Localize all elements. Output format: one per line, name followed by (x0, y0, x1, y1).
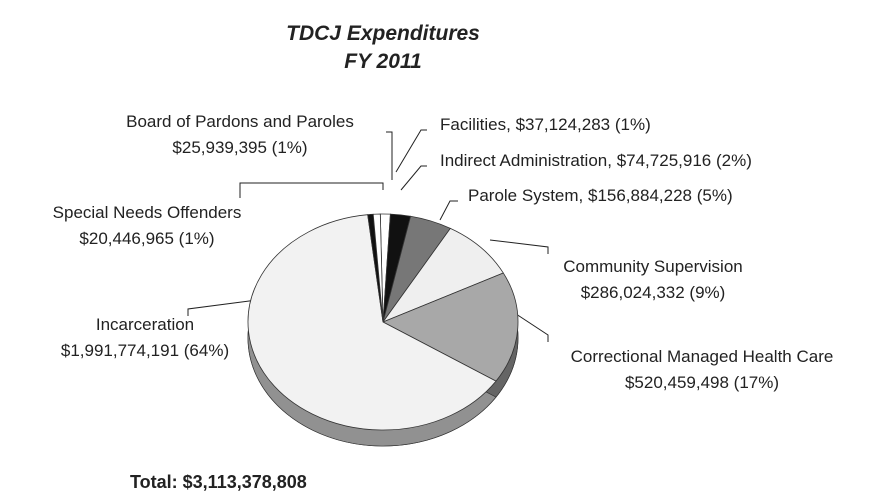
pie-slice (372, 213, 384, 323)
leader-line (400, 165, 427, 191)
pie-slice (382, 272, 519, 382)
pie-slice (381, 227, 504, 323)
value-label: , $156,884,228 (5%) (579, 186, 733, 205)
value-label: , $74,725,916 (2%) (607, 151, 752, 170)
leader-line (395, 129, 427, 173)
value-label: $25,939,395 (1%) (172, 138, 307, 157)
leader-lines (187, 129, 549, 342)
slice-label: Parole System (468, 186, 579, 205)
value-label: $520,459,498 (17%) (625, 373, 779, 392)
slice-label: Facilities (440, 115, 506, 134)
value-label: $286,024,332 (9%) (581, 283, 726, 302)
leader-line (239, 182, 384, 198)
value-label: $20,446,965 (1%) (79, 229, 214, 248)
slice-label: Board of Pardons and Paroles (126, 112, 354, 131)
leader-line (439, 200, 458, 221)
leader-line (509, 309, 549, 342)
chart-title: TDCJ Expenditures (286, 22, 480, 45)
slice-label: Correctional Managed Health Care (571, 347, 834, 366)
leader-line (489, 239, 549, 254)
total-label: Total: $3,113,378,808 (130, 472, 307, 492)
slice-label-group: Parole System, $156,884,228 (5%) (468, 186, 733, 205)
pie-slice (247, 214, 497, 431)
chart-subtitle: FY 2011 (344, 50, 421, 73)
value-label: , $37,124,283 (1%) (506, 115, 651, 134)
slice-label: Community Supervision (563, 257, 743, 276)
value-label: $1,991,774,191 (64%) (61, 341, 229, 360)
leader-line (386, 131, 393, 180)
slice-label: Indirect Administration (440, 151, 607, 170)
slice-label: Incarceration (96, 315, 194, 334)
slice-label-group: Indirect Administration, $74,725,916 (2%… (440, 151, 752, 170)
leader-line (187, 297, 273, 316)
slice-label-group: Facilities, $37,124,283 (1%) (440, 115, 651, 134)
slice-label: Special Needs Offenders (53, 203, 242, 222)
